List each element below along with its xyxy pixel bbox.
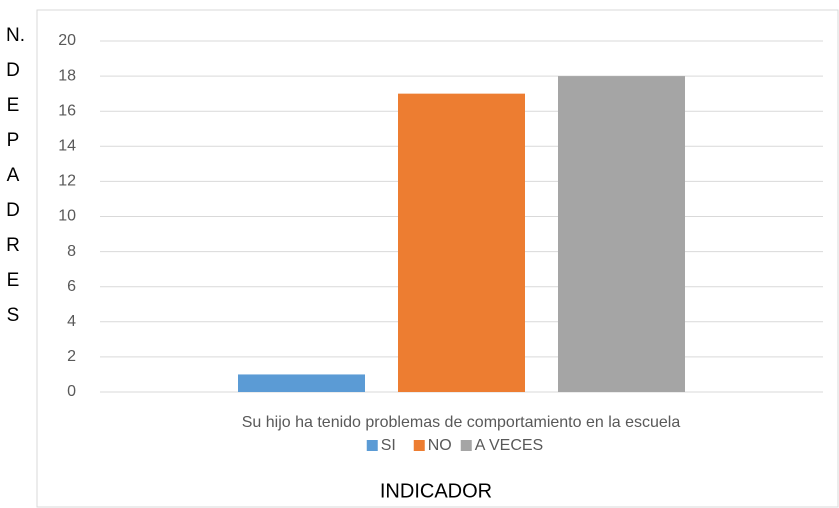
- legend-label: NO: [428, 437, 452, 454]
- y-tick-label: 4: [67, 313, 76, 330]
- y-tick-label: 2: [67, 348, 76, 365]
- legend-label: A VECES: [475, 437, 543, 454]
- legend-label: SI: [381, 437, 396, 454]
- y-tick-label: 16: [58, 102, 76, 119]
- category-label: Su hijo ha tenido problemas de comportam…: [242, 414, 681, 431]
- bar: [398, 93, 525, 393]
- y-tick-label: 12: [58, 173, 76, 190]
- legend-swatch: [413, 440, 425, 451]
- y-tick-label: 18: [58, 67, 76, 84]
- chart-border: [36, 9, 839, 508]
- y-axis-label: N. DE PADRES: [6, 25, 31, 326]
- x-axis-label: INDICADOR: [380, 480, 492, 502]
- bar: [238, 374, 365, 392]
- y-tick-label: 8: [67, 243, 76, 260]
- y-tick-label: 0: [67, 383, 76, 400]
- legend-swatch: [460, 440, 472, 451]
- y-tick-label: 6: [67, 278, 76, 295]
- y-tick-label: 10: [58, 208, 76, 225]
- bar: [558, 76, 685, 392]
- y-tick-label: 14: [58, 138, 76, 155]
- legend-swatch: [366, 440, 378, 451]
- y-tick-label: 20: [58, 32, 76, 49]
